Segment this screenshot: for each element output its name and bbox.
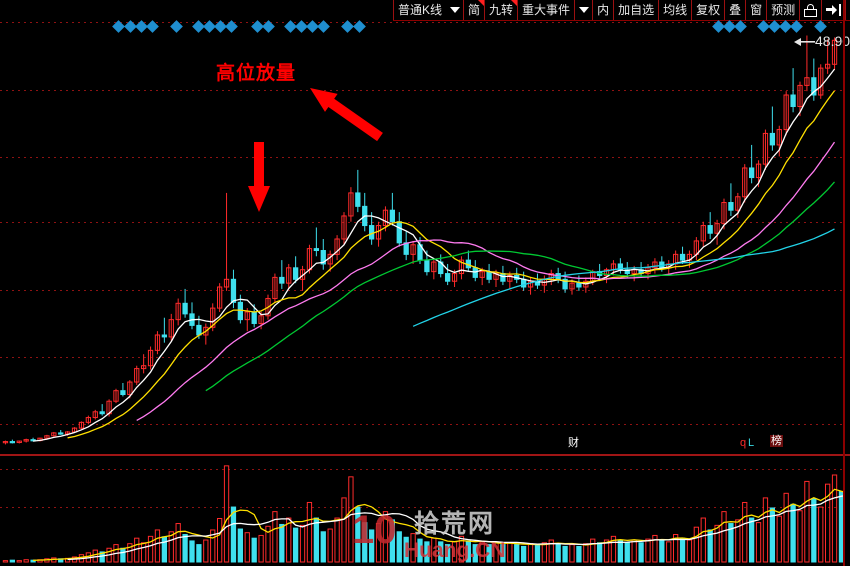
corner-flag-icon bbox=[478, 0, 485, 6]
volume-chart-panel[interactable] bbox=[0, 457, 843, 565]
gridline bbox=[0, 22, 843, 23]
volume-series bbox=[2, 465, 843, 563]
toolbar-button-jiuzhuan[interactable]: 九转 bbox=[485, 0, 519, 20]
gridline bbox=[0, 424, 843, 425]
toolbar-button-window[interactable]: 窗 bbox=[746, 0, 768, 20]
snap-to-right-icon bbox=[826, 4, 842, 16]
chart-mark[interactable]: 财 bbox=[568, 437, 579, 449]
chart-mark[interactable]: L bbox=[748, 437, 755, 449]
toolbar-button-major-events[interactable]: 重大事件 bbox=[518, 0, 576, 20]
gridline bbox=[0, 222, 843, 223]
lock-icon bbox=[804, 3, 818, 17]
toolbar-button-moving-average[interactable]: 均线 bbox=[659, 0, 693, 20]
gridline bbox=[0, 469, 843, 470]
chart-mark[interactable]: 榜 bbox=[770, 435, 783, 447]
snap-to-right-button[interactable] bbox=[822, 0, 847, 20]
chevron-down-icon bbox=[578, 7, 589, 13]
chart-right-border bbox=[843, 0, 845, 566]
chart-toolbar: 普通K线 简 九转 重大事件 内 加自选 均线 复权 叠 窗 预测 bbox=[393, 0, 850, 21]
toolbar-button-add-watchlist[interactable]: 加自选 bbox=[614, 0, 660, 20]
last-price-value: 48.90 bbox=[815, 33, 850, 49]
candlestick-series bbox=[2, 35, 838, 445]
corner-flag-icon bbox=[511, 0, 518, 6]
gridline bbox=[0, 290, 843, 291]
toolbar-button-forecast[interactable]: 预测 bbox=[767, 0, 801, 20]
chart-type-chevron-icon[interactable] bbox=[446, 0, 465, 20]
chevron-down-icon bbox=[449, 7, 460, 13]
lock-button[interactable] bbox=[800, 0, 823, 20]
panel-divider bbox=[0, 454, 850, 456]
left-arrow-icon bbox=[794, 38, 815, 47]
gridline bbox=[0, 507, 843, 508]
chart-mark[interactable]: q bbox=[740, 437, 747, 449]
gridline bbox=[0, 157, 843, 158]
major-events-chevron-icon[interactable] bbox=[575, 0, 594, 20]
annotation-label: 高位放量 bbox=[216, 63, 297, 84]
toolbar-button-adjust-price[interactable]: 复权 bbox=[692, 0, 726, 20]
gridline bbox=[0, 357, 843, 358]
toolbar-button-nei[interactable]: 内 bbox=[593, 0, 615, 20]
gridline bbox=[0, 90, 843, 91]
chart-type-selector[interactable]: 普通K线 bbox=[393, 0, 446, 20]
toolbar-button-jian[interactable]: 简 bbox=[464, 0, 486, 20]
toolbar-button-overlay[interactable]: 叠 bbox=[725, 0, 747, 20]
price-chart-panel[interactable] bbox=[0, 20, 843, 455]
last-price-tag: 48.90 bbox=[793, 33, 850, 49]
